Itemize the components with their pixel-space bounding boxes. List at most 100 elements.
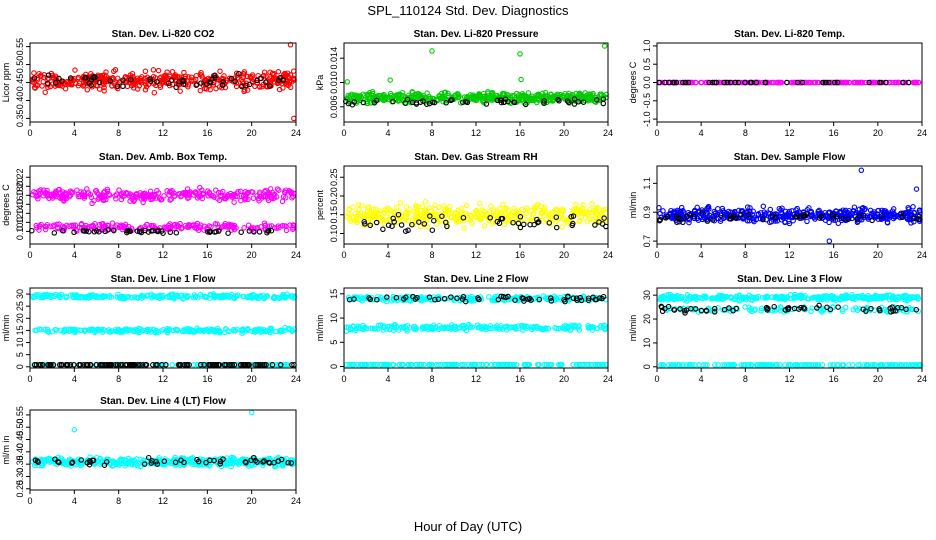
x-tick-label: 16	[202, 374, 212, 384]
data-point	[750, 208, 756, 215]
data-point	[744, 204, 751, 210]
data-point	[742, 79, 748, 86]
x-tick-label: 0	[27, 128, 32, 138]
data-point	[247, 74, 253, 80]
data-point	[134, 228, 141, 234]
data-point	[380, 226, 386, 233]
data-point	[59, 78, 65, 84]
data-point	[173, 84, 179, 91]
data-point	[131, 198, 137, 204]
data-point	[182, 292, 188, 299]
data-point	[101, 88, 107, 94]
data-point	[270, 295, 277, 301]
panel-title: Stan. Dev. Line 2 Flow	[424, 274, 529, 285]
y-tick-label: 0.10	[15, 223, 25, 241]
data-point	[539, 210, 546, 216]
data-point	[88, 76, 95, 83]
x-tick-label: 0	[341, 374, 346, 384]
plot-frame	[343, 42, 609, 123]
data-point	[364, 91, 371, 97]
data-point	[166, 80, 172, 86]
data-point	[199, 293, 205, 299]
x-tick-label: 4	[385, 128, 390, 138]
data-point	[762, 79, 768, 86]
data-point	[724, 79, 731, 86]
data-point	[842, 211, 849, 217]
data-point	[794, 79, 801, 86]
data-point	[878, 216, 885, 223]
data-point	[212, 74, 218, 81]
data-point	[40, 293, 47, 299]
data-point	[875, 79, 881, 86]
x-tick-label: 4	[72, 374, 77, 384]
x-tick-label: 8	[116, 128, 121, 138]
data-point	[421, 210, 427, 216]
data-point	[905, 209, 911, 215]
data-point	[427, 213, 433, 219]
x-tick-label: 24	[603, 374, 613, 384]
data-point	[422, 222, 429, 228]
series-main	[657, 291, 924, 368]
y-tick-label: 0.7	[642, 235, 652, 248]
y-tick-label: 0.010	[329, 71, 339, 94]
x-tick-label: 8	[429, 128, 434, 138]
x-tick-label: 20	[873, 250, 883, 260]
y-tick-label: 1.1	[642, 177, 652, 190]
data-point	[244, 190, 251, 197]
data-point	[391, 219, 397, 225]
x-tick-label: 8	[429, 250, 434, 260]
panel-title: Stan. Dev. Li-820 Pressure	[414, 29, 539, 40]
data-point	[136, 228, 143, 235]
x-tick-label: 12	[471, 374, 481, 384]
data-points	[29, 184, 297, 236]
data-point	[449, 96, 455, 103]
data-point	[500, 99, 507, 106]
data-point	[692, 79, 699, 86]
data-points	[29, 291, 297, 368]
data-point	[521, 221, 527, 228]
x-tick-label: 24	[917, 250, 927, 260]
data-point	[452, 209, 459, 216]
y-axis-label: ml/min	[315, 315, 325, 342]
data-point	[45, 80, 51, 87]
data-point	[429, 227, 436, 233]
data-point	[709, 79, 716, 86]
data-point	[536, 92, 542, 99]
data-point	[92, 220, 98, 227]
data-point	[704, 205, 710, 212]
data-point	[541, 98, 547, 104]
data-point	[586, 91, 593, 97]
y-tick-label: 0.5	[642, 58, 652, 71]
data-point	[44, 193, 51, 199]
data-point	[93, 82, 99, 89]
data-point	[417, 223, 424, 230]
data-point	[167, 188, 174, 194]
data-point	[568, 213, 574, 220]
data-point	[797, 79, 803, 86]
data-point	[107, 78, 113, 84]
data-point	[718, 216, 724, 222]
data-point	[594, 212, 600, 218]
figure-title: SPL_110124 Std. Dev. Diagnostics	[367, 3, 569, 18]
x-tick-label: 20	[559, 128, 569, 138]
data-point	[206, 189, 213, 196]
data-point	[886, 79, 893, 86]
data-point	[837, 79, 843, 86]
data-point	[213, 228, 219, 235]
data-point	[268, 227, 275, 234]
y-tick-label: 30	[15, 289, 25, 299]
x-tick-label: 0	[27, 374, 32, 384]
data-point	[169, 69, 176, 75]
data-point	[410, 216, 417, 222]
data-point	[424, 90, 430, 96]
data-point	[517, 224, 524, 231]
data-point	[474, 210, 480, 216]
data-point	[387, 90, 394, 97]
data-point	[835, 220, 842, 227]
data-point	[600, 96, 607, 102]
data-point	[580, 202, 587, 208]
x-tick-label: 20	[247, 250, 257, 260]
data-point	[489, 220, 496, 227]
data-point	[383, 218, 389, 224]
